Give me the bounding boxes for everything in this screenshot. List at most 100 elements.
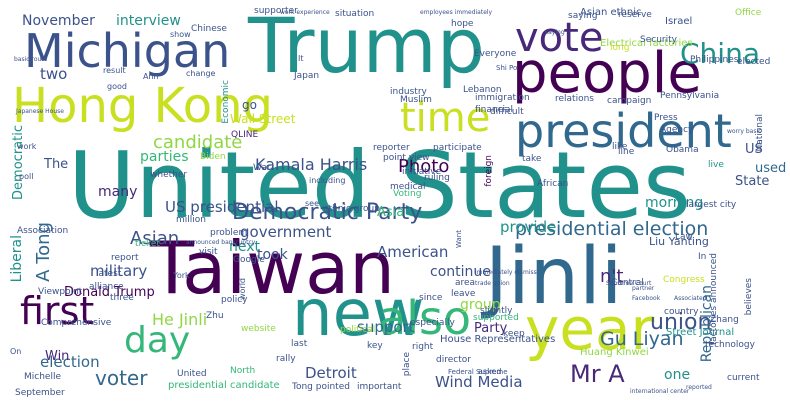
- word-situation: situation: [335, 9, 375, 19]
- word-ticket: ticket: [135, 239, 160, 249]
- word-participate: participate: [433, 143, 482, 153]
- word-many: many: [98, 184, 138, 200]
- word-israel: Israel: [665, 16, 693, 27]
- word-medical: medical: [390, 182, 426, 192]
- word-win: Win: [45, 349, 70, 364]
- word-line: line: [618, 147, 635, 157]
- word-chinese: Chinese: [191, 24, 227, 34]
- word-immigration: immigration: [475, 93, 530, 103]
- word-in: In: [698, 252, 707, 262]
- word-federal-supreme: Federal Supreme: [448, 368, 508, 376]
- word-key: key: [367, 341, 383, 351]
- word-house-representatives: House Representatives: [440, 334, 556, 345]
- word-street-journal: Street Journal: [666, 327, 735, 338]
- word-democratic-party: Democratic Party: [232, 200, 423, 225]
- word-result: result: [103, 66, 126, 75]
- word-support: support: [357, 318, 415, 336]
- word-tong-pointed: Tong pointed: [292, 382, 350, 392]
- word-asia: Asia: [377, 205, 405, 220]
- word-relations: relations: [555, 94, 594, 104]
- word-website: website: [241, 324, 276, 334]
- word-photo: Photo: [398, 156, 450, 177]
- word-whether: whether: [150, 170, 188, 180]
- word-party: Party: [474, 321, 508, 336]
- word-military: military: [90, 262, 148, 280]
- word-ethnic-group: ethnic group: [323, 204, 380, 214]
- word-ann: Ann: [143, 72, 159, 81]
- word-difficult: difficult: [490, 107, 524, 117]
- word-foreign: foreign: [484, 155, 494, 187]
- word-association: Association: [17, 226, 69, 236]
- word-last: last: [291, 339, 308, 349]
- word-facebook: Facebook: [632, 295, 661, 302]
- word-day: day: [124, 320, 191, 361]
- word-comprehensive: Comprehensive: [41, 318, 112, 328]
- word-reported: reported: [686, 384, 712, 391]
- word-policy: policy: [221, 295, 248, 305]
- word-largest-city: largest city: [686, 200, 737, 210]
- word-work: work: [17, 142, 37, 151]
- word-zhu: Zhu: [206, 311, 224, 321]
- word-united-states: United States: [68, 132, 691, 239]
- word-agency: Agency: [660, 125, 694, 135]
- word-supreme-court: Supreme Court: [606, 280, 652, 287]
- word-ruling: ruling: [424, 173, 450, 183]
- word-take: take: [522, 154, 542, 164]
- word-change: change: [186, 69, 216, 78]
- word-voter: voter: [95, 366, 148, 390]
- word-us-presidential: US presidential: [165, 198, 279, 216]
- word-lebanon: Lebanon: [463, 85, 502, 95]
- word-michigan: Michigan: [24, 24, 231, 78]
- word-technology: technology: [705, 340, 755, 350]
- word-united: United: [177, 369, 207, 379]
- word-taiwan: Taiwan: [150, 226, 395, 310]
- word-first: first: [20, 289, 95, 333]
- word-african: African: [537, 179, 569, 189]
- word-financial: financial: [475, 105, 514, 115]
- word-next: next: [229, 239, 261, 255]
- word-campaign: campaign: [607, 96, 652, 106]
- word-one: one: [664, 367, 691, 383]
- word-people: people: [512, 41, 702, 106]
- word-biden: Biden: [200, 152, 226, 162]
- word-security: Security: [640, 35, 677, 45]
- word-show: show: [170, 30, 191, 39]
- word-rally: rally: [276, 354, 296, 364]
- word-on: On: [10, 347, 22, 356]
- word-japanese-house: Japanese House: [16, 108, 64, 115]
- word-two: two: [40, 65, 68, 83]
- word-saying: saying: [545, 29, 565, 36]
- word-reporter: reporter: [373, 143, 410, 153]
- word-time: time: [400, 95, 491, 141]
- word-problem: problem: [210, 228, 248, 238]
- word-worry-basic: worry basic: [727, 128, 762, 135]
- word-asian: Asian: [130, 228, 180, 249]
- word-asian-ethnic: Asian ethnic: [580, 7, 642, 18]
- word-year: year: [525, 295, 655, 363]
- word-used: used: [755, 161, 787, 176]
- word-voting: Voting: [393, 189, 422, 199]
- word-believes: believes: [744, 278, 754, 316]
- word-he-jinli: He Jinli: [152, 310, 208, 329]
- word-also: also: [378, 291, 472, 345]
- word-jinli: Jinli: [485, 232, 623, 322]
- word-central: Central: [611, 278, 644, 288]
- word-immediately-dismiss: immediately dismiss: [475, 269, 537, 276]
- word-saying: saying: [568, 11, 598, 21]
- word-press: Press: [654, 113, 678, 123]
- word-donald-trump: Donald Trump: [64, 285, 155, 300]
- word-took: took: [257, 247, 288, 263]
- word-leave: leave: [451, 289, 476, 299]
- word-presidential-election: presidential election: [515, 218, 709, 240]
- word-want: Want: [455, 230, 463, 248]
- word-philippines: Philippines: [690, 55, 739, 65]
- word-us: US: [745, 142, 763, 157]
- word-especially: especially: [410, 318, 455, 328]
- word-live: live: [708, 160, 724, 170]
- word-announced-bankruptcy: announced bankruptcy: [186, 239, 256, 246]
- word-place: place: [402, 352, 412, 377]
- word-everyone: Everyone: [474, 49, 517, 59]
- word-pennsylvania: Pennsylvania: [660, 91, 720, 101]
- word-associated: Associated: [674, 295, 707, 302]
